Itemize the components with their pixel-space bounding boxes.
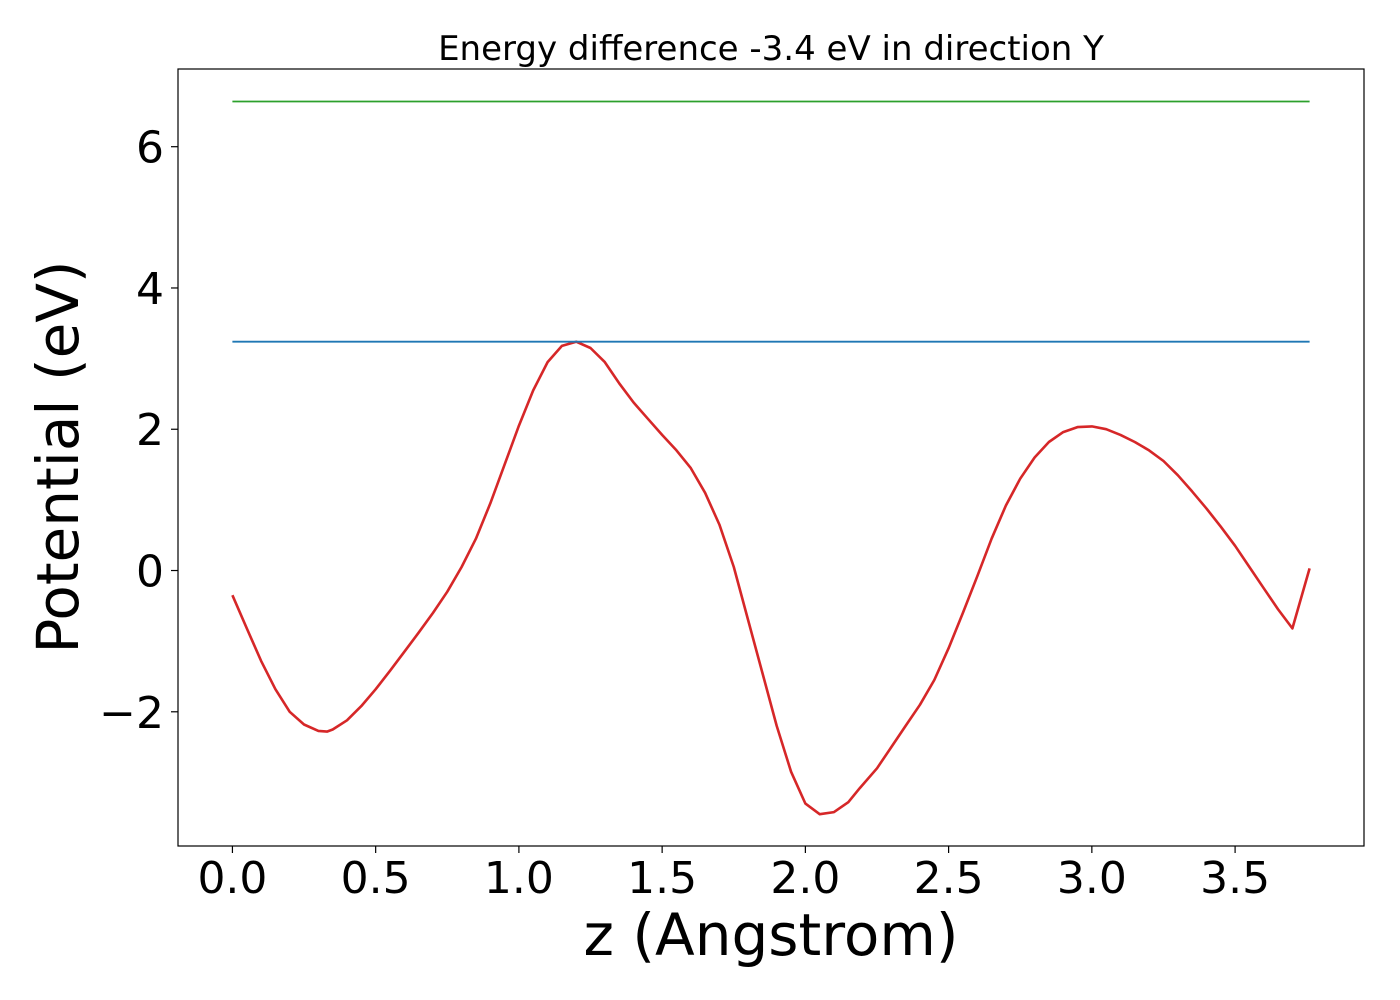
y-tick-label: 0 [136, 547, 164, 598]
x-tick-label: 1.0 [484, 853, 554, 904]
y-tick-label: 4 [136, 264, 164, 315]
x-axis-label: z (Angstrom) [584, 901, 959, 969]
y-axis-ticks: −2 0 2 4 6 [99, 123, 178, 739]
x-tick-label: 3.5 [1200, 853, 1270, 904]
x-tick-label: 2.0 [770, 853, 840, 904]
y-tick-label: 2 [136, 405, 164, 456]
x-tick-label: 0.0 [197, 853, 267, 904]
x-tick-label: 3.0 [1057, 853, 1127, 904]
x-tick-label: 1.5 [627, 853, 697, 904]
y-tick-label: 6 [136, 123, 164, 174]
x-tick-label: 0.5 [341, 853, 411, 904]
y-axis-label: Potential (eV) [24, 260, 92, 653]
plot-series-group [231, 100, 1311, 816]
x-axis-ticks: 0.0 0.5 1.0 1.5 2.0 2.5 3.0 3.5 [197, 846, 1270, 904]
y-tick-label: −2 [99, 688, 164, 739]
x-tick-label: 2.5 [914, 853, 984, 904]
series-line-1 [231, 340, 1311, 816]
plot-frame [177, 68, 1365, 847]
chart-title: Energy difference -3.4 eV in direction Y [438, 29, 1104, 69]
